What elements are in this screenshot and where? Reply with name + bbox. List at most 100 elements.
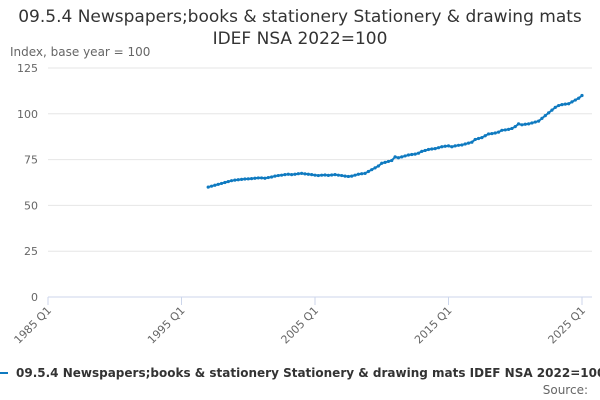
data-point <box>573 98 577 102</box>
data-point <box>293 172 297 176</box>
source: Source: <box>543 383 588 397</box>
data-point <box>436 146 441 150</box>
chart-title: 09.5.4 Newspapers;books & stationery Sta… <box>18 7 582 49</box>
data-point <box>506 127 511 131</box>
data-point <box>280 173 284 177</box>
data-point <box>290 173 294 177</box>
data-point <box>433 147 437 151</box>
data-point <box>330 173 334 177</box>
data-point <box>383 160 387 164</box>
data-point <box>246 177 250 181</box>
data-point <box>376 164 381 168</box>
data-point <box>216 182 220 186</box>
y-tick-label: 75 <box>24 154 38 167</box>
data-point <box>206 185 210 189</box>
data-point <box>503 128 507 132</box>
data-point <box>366 169 370 174</box>
data-point <box>333 173 337 177</box>
data-point <box>553 105 557 109</box>
data-point <box>343 174 347 178</box>
data-point <box>239 177 244 181</box>
data-point <box>540 116 544 120</box>
data-point <box>563 102 567 106</box>
data-point <box>219 181 224 186</box>
data-point <box>547 111 551 115</box>
data-point <box>560 103 564 107</box>
data-point <box>403 154 407 158</box>
data-point <box>226 179 230 184</box>
data-point <box>557 103 561 108</box>
data-point <box>496 130 501 134</box>
x-tick-label: 1985 Q1 <box>12 304 55 347</box>
data-point <box>516 122 521 126</box>
data-point <box>450 145 454 149</box>
data-point <box>243 177 247 181</box>
data-point <box>393 155 397 159</box>
data-point <box>463 142 467 146</box>
x-tick-label: 1995 Q1 <box>145 304 188 347</box>
data-point <box>209 184 214 188</box>
data-point <box>443 144 447 148</box>
data-point <box>296 172 300 176</box>
data-point <box>456 143 461 147</box>
data-point <box>500 128 504 132</box>
data-point <box>286 172 290 176</box>
data-point <box>310 173 314 177</box>
data-point <box>229 179 234 183</box>
data-point <box>283 173 287 177</box>
data-point <box>303 172 307 176</box>
data-point <box>426 147 431 152</box>
data-point <box>543 114 547 118</box>
data-point <box>440 145 444 149</box>
data-point <box>537 119 541 123</box>
data-point <box>306 172 310 176</box>
y-tick-label: 125 <box>17 62 38 75</box>
data-point <box>510 126 514 131</box>
data-point <box>476 136 481 141</box>
data-point <box>523 122 527 126</box>
data-point <box>356 172 360 176</box>
data-point <box>276 173 280 178</box>
data-point <box>580 93 584 98</box>
x-tick-label: 2015 Q1 <box>412 304 455 347</box>
data-point <box>446 144 451 148</box>
data-point <box>253 176 257 180</box>
data-point <box>527 122 531 126</box>
data-point <box>260 176 264 180</box>
y-tick-label: 100 <box>17 108 38 121</box>
data-point <box>360 172 364 176</box>
data-point <box>400 155 404 159</box>
data-point <box>430 147 434 151</box>
data-point <box>466 141 471 145</box>
data-point <box>533 120 537 124</box>
data-point <box>483 134 487 138</box>
data-point <box>530 121 534 125</box>
data-point <box>577 96 581 100</box>
series-line <box>207 94 583 189</box>
data-point <box>236 178 240 182</box>
data-point <box>380 161 384 165</box>
data-point <box>340 173 344 178</box>
data-point <box>263 176 267 180</box>
data-point <box>213 183 217 187</box>
data-point <box>336 173 340 177</box>
data-point <box>223 180 227 185</box>
data-point <box>570 100 574 104</box>
data-point <box>420 149 424 153</box>
data-point <box>363 171 367 175</box>
data-point <box>316 173 320 178</box>
data-point <box>273 174 277 178</box>
data-point <box>233 178 237 182</box>
data-point <box>266 175 270 180</box>
data-point <box>493 131 497 135</box>
data-point <box>567 102 571 106</box>
data-point <box>256 176 260 180</box>
data-point <box>270 175 274 179</box>
data-point <box>346 174 350 179</box>
data-point <box>353 173 357 177</box>
data-point <box>410 152 414 157</box>
data-point <box>396 156 401 160</box>
data-point <box>386 159 391 164</box>
